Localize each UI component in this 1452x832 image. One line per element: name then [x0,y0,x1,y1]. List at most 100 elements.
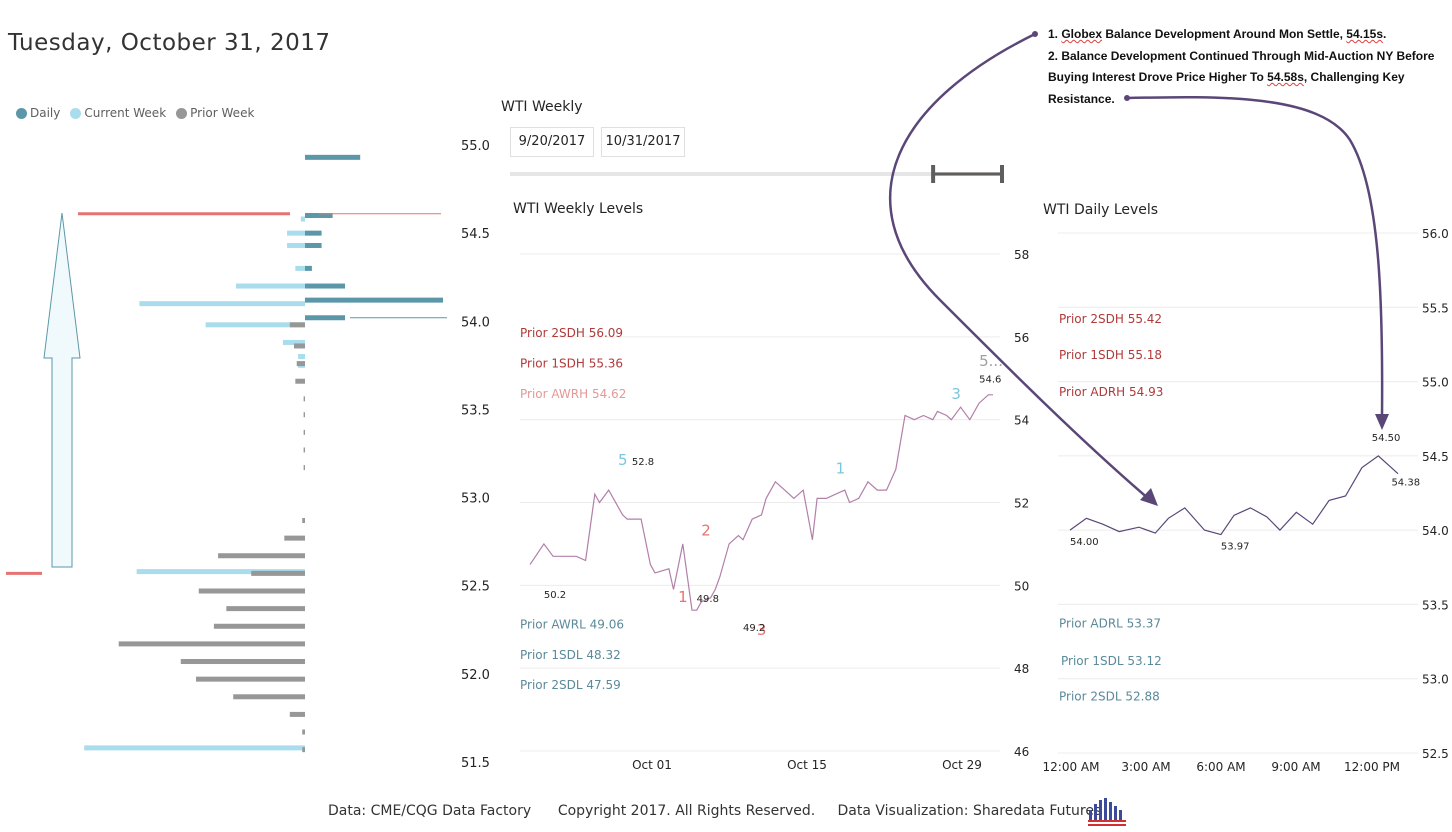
arrow-2-head-icon [1375,414,1389,430]
profile-bar [84,745,305,751]
level-label: Prior 1SDH 55.36 [520,356,623,370]
note-line-2: 2. Balance Development Continued Through… [1048,46,1443,111]
start-date-input[interactable]: 9/20/2017 [510,127,594,157]
slider-start-handle[interactable] [931,165,936,183]
profile-bar [296,361,305,367]
note-line-1-text: Balance Development Around Mon Settle, [1102,27,1347,41]
legend-prior-week[interactable]: Prior Week [176,106,254,120]
profile-bar [205,322,305,328]
data-label: 2 [701,522,711,540]
note-line-1-price: 54.15s [1346,27,1383,41]
data-label: 49.8 [697,594,719,605]
profile-bar [295,265,305,271]
legend-daily-label: Daily [30,106,61,120]
y-tick-label: 54 [1014,414,1029,428]
y-tick-label: 58 [1014,248,1029,262]
y-tick-label: 55.5 [1422,301,1449,315]
y-tick-label: 53.0 [1422,673,1449,687]
x-tick-label: 3:00 AM [1121,760,1170,774]
profile-bar [302,729,305,735]
profile-bar [305,315,346,321]
profile-bar [213,623,305,629]
data-label: 3 [757,621,767,639]
profile-bar [282,339,305,345]
annotation-arrows [888,31,1389,506]
profile-bar [289,711,305,717]
data-label: 54.38 [1391,478,1420,489]
legend-prior-week-swatch [176,107,188,119]
profile-bar [233,694,305,700]
profile-bar [302,517,305,523]
profile-y-tick: 55.0 [461,139,490,154]
note-line-2-price: 54.58s [1267,70,1304,84]
data-label: 3 [951,385,961,403]
level-label: Prior 1SDL 53.12 [1061,654,1162,668]
legend-prior-week-label: Prior Week [190,106,255,120]
note-line-1-globex: Globex [1061,27,1103,41]
profile-y-tick: 53.0 [461,492,490,507]
daily-levels-chart: 56.0 55.5 55.0 54.5 54.0 53.5 53.0 52.5 12:00 AM… [1043,227,1449,774]
profile-y-tick: 52.0 [461,668,490,683]
page-title: Tuesday, October 31, 2017 [8,30,331,56]
up-arrow-icon [43,212,81,568]
profile-bar [302,747,305,753]
level-label: Prior 2SDL 47.59 [520,678,621,692]
legend-current-week[interactable]: Current Week [70,106,166,120]
profile-bar [298,354,305,360]
y-tick-label: 56 [1014,331,1029,345]
slider-end-handle[interactable] [1000,165,1004,183]
data-label: 50.2 [544,590,566,601]
legend-daily[interactable]: Daily [16,106,60,120]
x-tick-label: Oct 01 [632,758,672,772]
daily-chart-title: WTI Daily Levels [1043,202,1159,218]
arrow-2-line [1126,95,1384,419]
data-label: 49.2 [743,623,765,634]
profile-legend: Daily Current Week Prior Week [16,106,254,120]
y-tick-label: 50 [1014,579,1029,593]
data-label: 53.97 [1221,541,1250,552]
profile-bar [305,230,322,236]
level-label: Prior AWRL 49.06 [520,617,624,631]
profile-bar [303,429,305,435]
profile-bar [305,154,361,160]
slicer-title: WTI Weekly [501,99,583,115]
footer-credits: Data: CME/CQG Data Factory Copyright 201… [328,803,1102,819]
data-label: 5 [618,451,628,469]
x-tick-label: Oct 29 [942,758,982,772]
profile-bar [305,213,333,219]
profile-bar [118,641,305,647]
arrow-1-head-icon [1140,488,1158,506]
profile-bar [198,588,305,594]
sharedata-logo-icon [1088,798,1126,826]
weekly-chart-title: WTI Weekly Levels [513,201,644,217]
profile-y-tick: 51.5 [461,756,490,771]
y-tick-label: 56.0 [1422,227,1449,241]
level-label: Prior ADRH 54.93 [1059,385,1163,399]
level-label: Prior 2SDH 55.42 [1059,312,1162,326]
profile-bar [180,659,305,665]
y-tick-label: 48 [1014,662,1029,676]
profile-y-tick: 53.5 [461,403,490,418]
y-tick-label: 52.5 [1422,747,1449,761]
legend-current-week-label: Current Week [84,106,167,120]
x-tick-label: 12:00 AM [1043,760,1100,774]
date-range-slider[interactable] [510,165,1004,183]
profile-bar [295,378,305,384]
data-label: 1 [836,460,846,478]
y-tick-label: 46 [1014,745,1029,759]
profile-bar [303,465,305,471]
x-tick-label: Oct 15 [787,758,827,772]
profile-bar [305,283,346,289]
level-label: Prior 2SDH 56.09 [520,326,623,340]
note-line-1-prefix: 1. [1048,27,1062,41]
legend-current-week-swatch [70,107,82,119]
profile-bar [226,606,305,612]
level-label: Prior 2SDL 52.88 [1059,690,1160,704]
profile-bar [287,242,305,248]
level-label: Prior AWRH 54.62 [520,387,626,401]
note-line-1-end: . [1383,27,1387,41]
end-date-input[interactable]: 10/31/2017 [601,127,685,157]
profile-bar [293,343,305,349]
